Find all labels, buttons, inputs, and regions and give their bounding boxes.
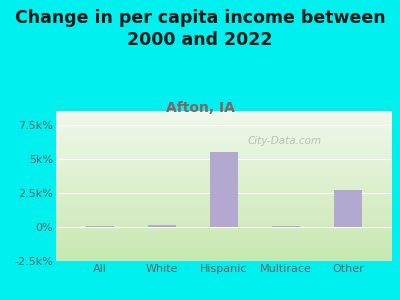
Bar — [210, 152, 238, 227]
Bar — [334, 190, 362, 227]
Text: City-Data.com: City-Data.com — [248, 136, 322, 146]
Bar — [148, 225, 176, 227]
Text: Change in per capita income between
2000 and 2022: Change in per capita income between 2000… — [15, 9, 385, 49]
Bar — [272, 226, 300, 227]
Text: Afton, IA: Afton, IA — [166, 100, 234, 115]
Bar — [86, 226, 114, 227]
